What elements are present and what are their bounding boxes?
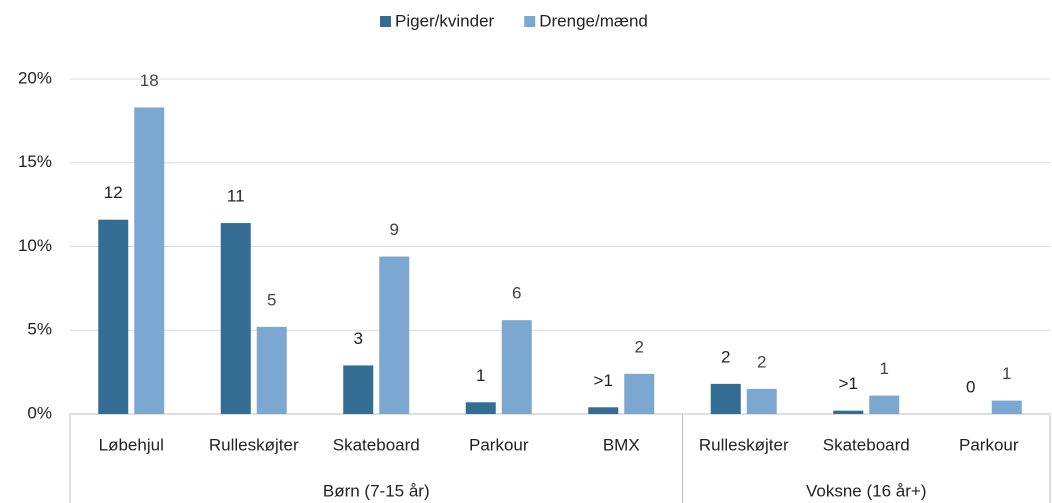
data-label: >1: [839, 374, 858, 393]
bar: [501, 320, 532, 414]
bar: [98, 219, 129, 414]
data-label: 2: [757, 352, 766, 371]
bar: [220, 223, 251, 414]
legend-label: Drenge/mænd: [539, 11, 648, 30]
data-label: 18: [140, 71, 159, 90]
data-label: 12: [104, 183, 123, 202]
data-label: 0: [966, 377, 975, 396]
data-label: 3: [354, 329, 363, 348]
y-tick-label: 0%: [27, 403, 52, 422]
y-tick-label: 20%: [18, 68, 52, 87]
data-label: 9: [390, 220, 399, 239]
x-tick-label: Parkour: [959, 435, 1019, 454]
y-tick-label: 5%: [27, 320, 52, 339]
x-tick-label: Rulleskøjter: [699, 435, 789, 454]
data-label: 2: [721, 347, 730, 366]
data-label: 1: [880, 359, 889, 378]
data-label: 1: [476, 366, 485, 385]
legend-swatch: [524, 16, 536, 27]
x-tick-label: BMX: [603, 435, 640, 454]
bar: [343, 365, 374, 414]
bar: [746, 388, 777, 414]
group-label: Børn (7-15 år): [323, 481, 430, 500]
bar: [588, 407, 619, 414]
bar: [465, 402, 496, 414]
bar: [256, 326, 287, 414]
data-label: >1: [594, 371, 613, 390]
legend-label: Piger/kvinder: [395, 11, 495, 30]
bar: [134, 107, 165, 414]
x-tick-label: Skateboard: [333, 435, 420, 454]
data-label: 6: [512, 284, 521, 303]
bar: [869, 395, 900, 414]
legend-swatch: [380, 16, 391, 27]
x-tick-label: Parkour: [469, 435, 529, 454]
bar: [379, 256, 410, 414]
y-tick-label: 10%: [18, 236, 52, 255]
x-tick-label: Skateboard: [823, 435, 910, 454]
data-label: 2: [635, 337, 644, 356]
bar: [624, 373, 655, 414]
data-label: 1: [1002, 364, 1011, 383]
data-label: 11: [227, 187, 245, 206]
x-tick-label: Rulleskøjter: [209, 435, 299, 454]
data-label: 5: [267, 290, 276, 309]
y-tick-label: 15%: [18, 152, 52, 171]
bar: [710, 383, 741, 414]
bar: [833, 410, 864, 414]
bar: [991, 400, 1022, 414]
x-tick-label: Løbehjul: [99, 435, 164, 454]
group-label: Voksne (16 år+): [806, 481, 927, 500]
